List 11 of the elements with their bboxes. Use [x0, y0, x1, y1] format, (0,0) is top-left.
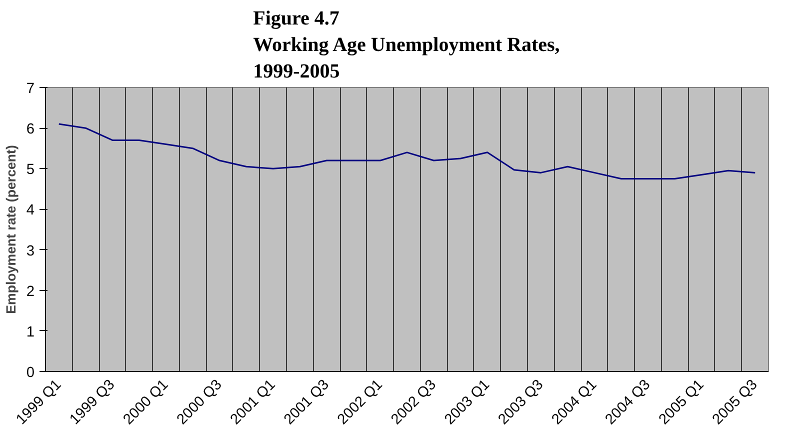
y-tick-label: 5 [26, 162, 35, 178]
y-tick-label: 0 [26, 365, 35, 381]
y-tick-label: 7 [26, 81, 35, 97]
y-axis-title: Employment rate (percent) [3, 145, 18, 314]
y-tick-label: 6 [26, 122, 35, 138]
line-series [58, 123, 756, 180]
y-tick-label: 4 [26, 202, 35, 219]
y-tick-label: 2 [26, 284, 35, 300]
chart-title: Figure 4.7 Working Age Unemployment Rates, 1999-2005 [253, 8, 560, 82]
y-tick-label: 3 [26, 243, 35, 260]
y-tick-label: 1 [26, 324, 35, 340]
